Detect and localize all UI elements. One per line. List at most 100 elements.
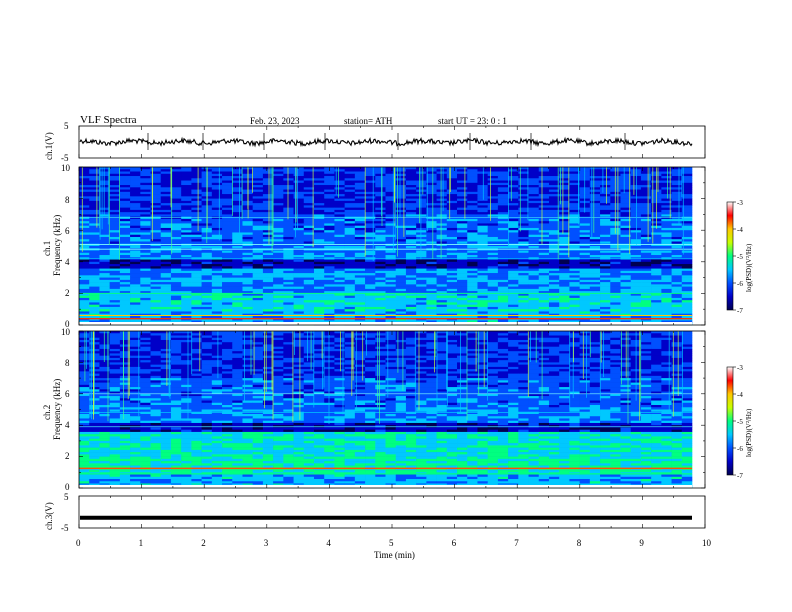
s1-cell — [170, 302, 182, 305]
s1-cell — [324, 230, 335, 233]
s1-cell — [365, 259, 376, 263]
s2-cell — [416, 344, 427, 347]
s1-cell — [508, 234, 519, 238]
s1-cell — [467, 227, 478, 231]
s1-cell — [405, 313, 417, 317]
s1-cell — [640, 311, 652, 315]
s2-cell — [119, 344, 131, 347]
s1-cell — [109, 169, 121, 172]
s1-cell — [130, 273, 141, 276]
s1-cell — [620, 282, 631, 285]
s1-cell — [538, 309, 550, 312]
s2-cell — [313, 348, 325, 352]
s1-cell — [170, 300, 182, 303]
s1-cell — [293, 189, 305, 193]
s1-cell — [405, 273, 417, 276]
s1-cell — [569, 302, 580, 305]
s1-cell — [375, 173, 386, 177]
s1-cell — [508, 293, 519, 296]
s1-cell — [405, 194, 417, 197]
s1-cell — [477, 171, 488, 175]
s2-cell — [130, 331, 141, 334]
s1-cell — [344, 295, 356, 299]
s1-cell — [273, 209, 284, 213]
s1-cell — [395, 212, 407, 215]
s1-cell — [426, 302, 437, 305]
s1-cell — [324, 282, 335, 285]
s1-cell — [303, 266, 315, 269]
s1-cell — [671, 182, 683, 186]
s1-cell — [457, 185, 468, 188]
s1-cell — [181, 205, 192, 208]
s1-cell — [211, 212, 223, 215]
s1-cell — [191, 270, 202, 274]
s1-cell — [283, 187, 294, 190]
s1-cell — [232, 200, 243, 204]
s1-cell — [600, 313, 611, 317]
s1-cell — [426, 225, 437, 229]
s2-cell — [589, 339, 601, 343]
s1-cell — [518, 259, 529, 263]
s2-cell — [140, 342, 151, 345]
s1-cell — [528, 302, 540, 305]
s1-cell — [395, 306, 407, 310]
s1-cell — [661, 203, 672, 206]
s1-cell — [487, 293, 499, 296]
s1-cell — [79, 315, 90, 319]
s1-cell — [477, 306, 488, 310]
s1-cell — [487, 232, 499, 236]
s1-cell — [170, 214, 182, 217]
s1-cell — [150, 300, 162, 303]
s1-cell — [140, 266, 151, 269]
s1-cell — [671, 311, 683, 315]
s1-cell — [671, 223, 683, 226]
s1-cell — [119, 297, 131, 301]
s1-cell — [661, 286, 672, 290]
s1-cell — [436, 203, 448, 206]
s2-cell — [140, 351, 151, 354]
s1-cell — [140, 196, 151, 199]
s1-cell — [252, 203, 264, 206]
s1-cell — [487, 277, 499, 281]
s1-cell — [252, 185, 264, 188]
s1-cell — [191, 241, 202, 245]
s2-cell — [569, 344, 580, 347]
s1-cell — [119, 291, 131, 294]
s2-cell — [395, 335, 407, 339]
s2-cell — [222, 331, 233, 334]
s1-cell — [365, 209, 376, 213]
s1-cell — [589, 187, 601, 190]
s1-cell — [661, 216, 672, 220]
s1-cell — [538, 198, 550, 202]
s2-cell — [610, 342, 621, 345]
s2-cell — [211, 351, 223, 354]
s2-cell — [109, 337, 121, 341]
s1-cell — [99, 218, 110, 222]
s1-cell — [416, 176, 427, 179]
s2-cell — [436, 342, 448, 345]
s1-cell — [375, 243, 386, 247]
s1-cell — [109, 218, 121, 222]
s2-cell — [354, 339, 366, 343]
s1-cell — [170, 293, 182, 296]
s1-cell — [273, 246, 284, 249]
s1-cell — [579, 318, 591, 321]
s1-cell — [211, 255, 223, 258]
s1-cell — [303, 227, 315, 231]
s2-cell — [119, 335, 131, 339]
s1-cell — [405, 266, 417, 269]
s1-cell — [600, 268, 611, 272]
s1-cell — [559, 277, 570, 281]
s2-cell — [130, 337, 141, 341]
s1-cell — [671, 198, 683, 202]
s1-cell — [477, 250, 488, 254]
s1-cell — [375, 286, 386, 290]
s1-cell — [467, 300, 478, 303]
s1-cell — [191, 207, 202, 211]
s1-cell — [559, 209, 570, 213]
s1-cell — [589, 223, 601, 226]
s1-cell — [671, 259, 683, 263]
s1-cell — [79, 286, 90, 290]
s2-cell — [375, 344, 386, 347]
s1-cell — [181, 302, 192, 305]
